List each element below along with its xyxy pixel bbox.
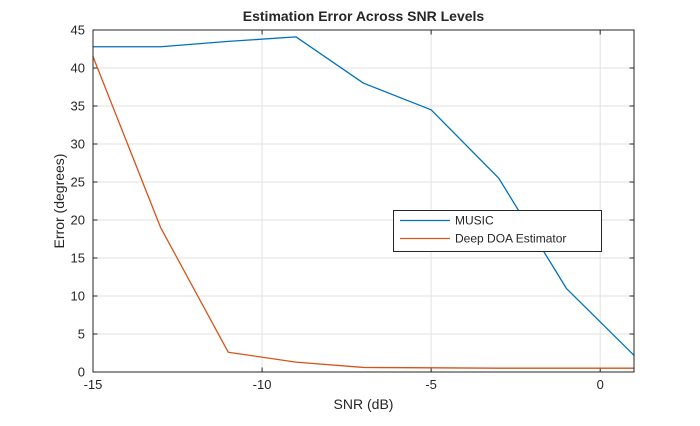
x-tick-label: -15 xyxy=(84,377,103,392)
chart-title: Estimation Error Across SNR Levels xyxy=(243,8,485,24)
x-tick-label: -5 xyxy=(425,377,437,392)
legend-entry-deep-doa-estimator[interactable]: Deep DOA Estimator xyxy=(400,232,566,246)
series-line-deep-doa-estimator xyxy=(92,55,635,369)
y-tick-label: 30 xyxy=(71,137,85,152)
tick-layer: -15 -10 -5 0 0 5 10 15 20 25 30 35 40 45 xyxy=(71,23,634,392)
series-layer xyxy=(92,36,635,369)
x-tick-label: 0 xyxy=(597,377,604,392)
y-tick-label: 40 xyxy=(71,61,85,76)
legend-entry-music[interactable]: MUSIC xyxy=(400,214,494,228)
grid-layer xyxy=(93,30,634,372)
legend[interactable]: MUSIC Deep DOA Estimator xyxy=(393,210,602,252)
y-tick-label: 15 xyxy=(71,251,85,266)
y-tick-label: 10 xyxy=(71,289,85,304)
legend-label-music: MUSIC xyxy=(455,214,494,228)
x-axis-label: SNR (dB) xyxy=(334,396,394,412)
legend-box xyxy=(393,210,602,252)
y-tick-label: 45 xyxy=(71,23,85,38)
x-tick-label: -10 xyxy=(253,377,272,392)
y-tick-label: 35 xyxy=(71,99,85,114)
legend-label-deep-doa-estimator: Deep DOA Estimator xyxy=(455,232,566,246)
plot-border xyxy=(92,29,635,373)
y-tick-label: 5 xyxy=(78,327,85,342)
series-line-music xyxy=(92,36,635,356)
y-tick-label: 25 xyxy=(71,175,85,190)
y-axis-label: Error (degrees) xyxy=(51,154,67,249)
y-tick-label: 0 xyxy=(78,365,85,380)
y-tick-label: 20 xyxy=(71,213,85,228)
